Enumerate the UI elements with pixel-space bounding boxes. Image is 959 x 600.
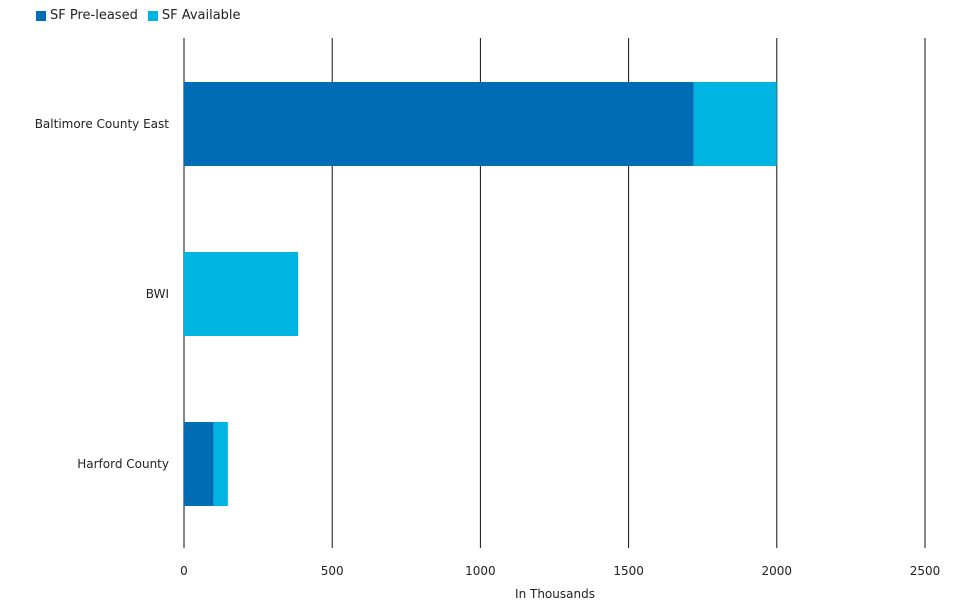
bars (184, 82, 777, 506)
bar-available (213, 422, 228, 506)
x-tick-label: 2500 (910, 564, 941, 578)
bar-available (184, 252, 299, 336)
x-tick-label: 500 (321, 564, 344, 578)
x-tick-label: 2000 (762, 564, 793, 578)
chart-legend: SF Pre-leased SF Available (36, 8, 251, 23)
category-label: Harford County (77, 457, 169, 471)
legend-swatch-pre-leased (36, 10, 46, 21)
legend-label-available: SF Available (161, 8, 241, 23)
legend-item-pre-leased: SF Pre-leased (36, 8, 138, 23)
bar-pre-leased (184, 82, 694, 166)
x-tick-label: 1000 (465, 564, 496, 578)
category-labels: Baltimore County East BWI Harford County (35, 117, 170, 471)
legend-label-pre-leased: SF Pre-leased (50, 8, 138, 23)
x-tick-labels: 0 500 1000 1500 2000 2500 (180, 564, 940, 578)
x-tick-label: 1500 (613, 564, 644, 578)
category-label: BWI (146, 287, 169, 301)
legend-item-available: SF Available (147, 8, 241, 23)
x-axis-title: In Thousands (515, 587, 595, 600)
category-label: Baltimore County East (35, 117, 170, 131)
bar-pre-leased (184, 422, 214, 506)
legend-swatch-available (147, 10, 158, 21)
x-tick-label: 0 (180, 564, 188, 578)
bar-available (693, 82, 777, 166)
